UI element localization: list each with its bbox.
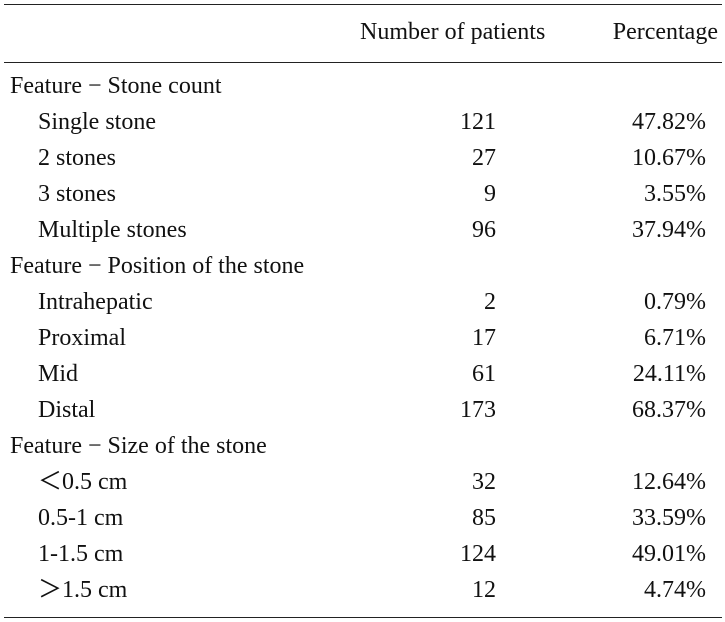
- table-body: Feature − Stone count Single stone 121 47.8…: [0, 68, 725, 608]
- row-label: Multiple stones: [38, 217, 187, 243]
- percentage-value: 33.59%: [632, 505, 706, 531]
- row-label: Proximal: [38, 325, 126, 351]
- percentage-value: 3.55%: [644, 181, 706, 207]
- percentage-value: 10.67%: [632, 145, 706, 171]
- patient-count: 96: [472, 217, 496, 243]
- patient-count: 17: [472, 325, 496, 351]
- table-header-row: Number of patients Percentage: [0, 14, 725, 50]
- table-row: Intrahepatic 2 0.79%: [0, 284, 725, 320]
- section-title: Feature − Position of the stone: [10, 253, 305, 279]
- patient-count: 32: [472, 469, 496, 495]
- patient-count: 121: [460, 109, 496, 135]
- table-bottom-rule: [4, 617, 722, 618]
- table-row: Multiple stones 96 37.94%: [0, 212, 725, 248]
- table-row: ＜0.5 cm 32 12.64%: [0, 464, 725, 500]
- table-row: Single stone 121 47.82%: [0, 104, 725, 140]
- row-label: 1-1.5 cm: [38, 541, 124, 567]
- header-patients: Number of patients: [360, 19, 546, 45]
- section-title: Feature − Stone count: [10, 73, 222, 99]
- patient-count: 61: [472, 361, 496, 387]
- patient-count: 12: [472, 577, 496, 603]
- percentage-value: 49.01%: [632, 541, 706, 567]
- section-header-row: Feature − Position of the stone: [0, 248, 725, 284]
- row-label: 3 stones: [38, 181, 116, 207]
- table-row: ＞1.5 cm 12 4.74%: [0, 572, 725, 608]
- table-row: 0.5-1 cm 85 33.59%: [0, 500, 725, 536]
- row-label: 0.5-1 cm: [38, 505, 124, 531]
- section-title: Feature − Size of the stone: [10, 433, 267, 459]
- percentage-value: 24.11%: [632, 361, 706, 387]
- percentage-value: 47.82%: [632, 109, 706, 135]
- table-row: 2 stones 27 10.67%: [0, 140, 725, 176]
- table-header-rule: [4, 62, 722, 63]
- patient-count: 85: [472, 505, 496, 531]
- patient-count: 173: [460, 397, 496, 423]
- section-header-row: Feature − Size of the stone: [0, 428, 725, 464]
- row-label: Mid: [38, 361, 79, 387]
- row-label: ＜0.5 cm: [38, 469, 128, 495]
- percentage-value: 37.94%: [632, 217, 706, 243]
- table-row: Proximal 17 6.71%: [0, 320, 725, 356]
- row-label: 2 stones: [38, 145, 116, 171]
- table-row: Mid 61 24.11%: [0, 356, 725, 392]
- section-header-row: Feature − Stone count: [0, 68, 725, 104]
- percentage-value: 0.79%: [644, 289, 706, 315]
- header-percentage: Percentage: [612, 19, 718, 45]
- table-row: Distal 173 68.37%: [0, 392, 725, 428]
- table-row: 1-1.5 cm 124 49.01%: [0, 536, 725, 572]
- row-label: Single stone: [38, 109, 156, 135]
- patient-count: 9: [484, 181, 496, 207]
- table-row: 3 stones 9 3.55%: [0, 176, 725, 212]
- percentage-value: 4.74%: [644, 577, 706, 603]
- row-label: ＞1.5 cm: [38, 577, 128, 603]
- table-top-rule: [4, 4, 722, 5]
- percentage-value: 68.37%: [632, 397, 706, 423]
- percentage-value: 12.64%: [632, 469, 706, 495]
- percentage-value: 6.71%: [644, 325, 706, 351]
- patient-count: 124: [460, 541, 496, 567]
- row-label: Intrahepatic: [38, 289, 153, 315]
- patient-count: 27: [472, 145, 496, 171]
- patient-count: 2: [484, 289, 496, 315]
- row-label: Distal: [38, 397, 96, 423]
